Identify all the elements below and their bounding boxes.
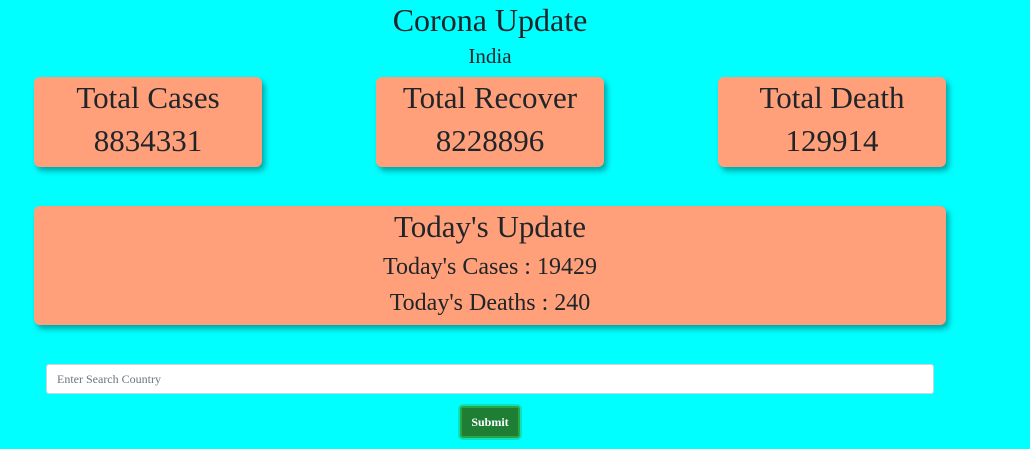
todays-deaths-text: Today's Deaths : 240 <box>389 290 591 316</box>
total-death-card: Total Death 129914 <box>718 77 946 167</box>
todays-update-card: Today's Update Today's Cases : 19429 Tod… <box>34 206 946 325</box>
total-recover-label: Total Recover <box>402 80 578 115</box>
total-cases-label: Total Cases <box>76 80 220 115</box>
todays-cases-text: Today's Cases : 19429 <box>383 254 597 280</box>
total-cases-value: 8834331 <box>93 123 203 158</box>
total-recover-value: 8228896 <box>435 123 545 158</box>
page-title: Corona Update <box>392 2 588 38</box>
total-recover-card: Total Recover 8228896 <box>376 77 604 167</box>
total-cases-card: Total Cases 8834331 <box>34 77 262 167</box>
todays-update-title: Today's Update <box>394 209 586 244</box>
total-death-label: Total Death <box>759 80 905 115</box>
country-name: India <box>468 44 512 68</box>
submit-button[interactable]: Submit <box>460 406 520 438</box>
total-death-value: 129914 <box>785 123 879 158</box>
country-search-input[interactable] <box>46 364 934 394</box>
